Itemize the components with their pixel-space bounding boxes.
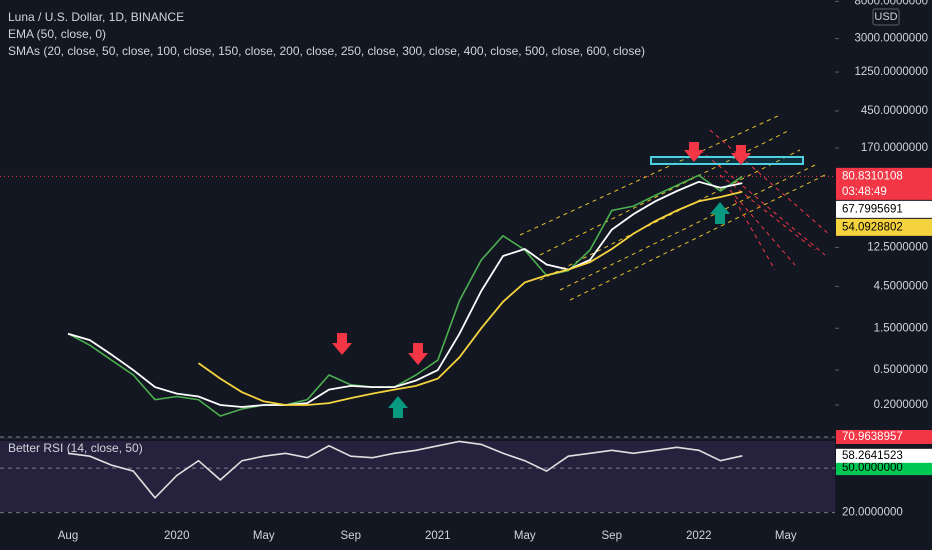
down-arrow (408, 343, 428, 365)
y-tick-label: 3000.0000000 (854, 33, 928, 45)
channel-line (539, 129, 791, 256)
y-tick-label: 450.0000000 (861, 105, 928, 117)
channel-line (729, 189, 796, 266)
rsi-band (0, 441, 835, 512)
price-label-box (836, 218, 932, 236)
x-tick-label: 2022 (686, 530, 712, 542)
indicator-legend: SMAs (20, close, 50, close, 100, close, … (8, 44, 645, 58)
indicator-legend: EMA (50, close, 0) (8, 27, 106, 41)
series-line (67, 174, 743, 417)
y-tick-label: 0.5000000 (874, 364, 928, 376)
resistance-zone (650, 156, 804, 165)
currency-badge[interactable] (872, 8, 900, 26)
y-tick-label: 0.2000000 (874, 399, 928, 411)
x-tick-label: May (514, 530, 536, 542)
series-line (67, 180, 743, 408)
series-line (197, 190, 743, 406)
y-tick-label: 12.5000000 (867, 241, 928, 253)
currency: USD (874, 11, 897, 23)
y-tick-label: 1.5000000 (874, 322, 928, 334)
up-arrow (388, 396, 408, 418)
x-tick-label: Aug (58, 530, 78, 542)
rsi-level-label: 70.9638957 (842, 431, 903, 443)
chart-title: Luna / U.S. Dollar, 1D, BINANCE (8, 10, 184, 24)
rsi-label-box (836, 448, 932, 463)
series-line (67, 440, 743, 500)
channel-line (709, 129, 831, 236)
rsi-label: 58.2641523 (842, 450, 903, 462)
price-label-box (836, 167, 932, 200)
drawings (519, 114, 831, 301)
price-label: 67.7995691 (842, 203, 903, 215)
x-tick-label: 2021 (425, 530, 451, 542)
up-arrow (710, 202, 730, 224)
x-tick-label: Sep (341, 530, 361, 542)
countdown: 03:48:49 (842, 186, 887, 198)
y-tick-label: 1250.0000000 (854, 66, 928, 78)
price-label: 54.0928802 (842, 221, 903, 233)
x-tick-label: May (253, 530, 275, 542)
channel-line (734, 199, 776, 271)
down-arrow (731, 145, 751, 165)
arrows (332, 142, 751, 418)
rsi-title: Better RSI (14, close, 50) (8, 441, 143, 455)
price-label-box (836, 200, 932, 218)
channel-line (539, 149, 801, 281)
x-tick-label: May (775, 530, 797, 542)
y-tick-label: 8000.0000000 (854, 0, 928, 7)
channel-line (699, 149, 826, 256)
y-tick-label: 170.0000000 (861, 142, 928, 154)
rsi-level-box (836, 461, 932, 476)
rsi-level-label: 50.0000000 (842, 462, 903, 474)
down-arrow (684, 142, 704, 162)
y-tick-label: 4.5000000 (874, 280, 928, 292)
x-tick-label: 2020 (164, 530, 190, 542)
rsi-level-label: 20.0000000 (842, 507, 903, 519)
price-label: 80.8310108 (842, 170, 903, 182)
rsi-level-box (836, 429, 932, 444)
x-tick-label: Sep (602, 530, 622, 542)
down-arrow (332, 333, 352, 355)
